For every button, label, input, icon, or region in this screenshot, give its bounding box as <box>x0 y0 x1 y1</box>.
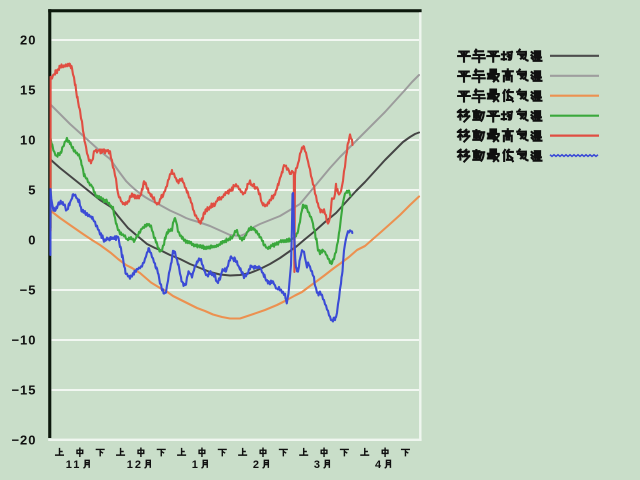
svg-text:11: 11 <box>66 459 82 471</box>
svg-text:−10: −10 <box>11 333 36 348</box>
svg-text:−15: −15 <box>11 383 36 398</box>
svg-text:2: 2 <box>253 459 261 471</box>
svg-text:1: 1 <box>192 459 200 471</box>
svg-text:−20: −20 <box>11 433 36 448</box>
svg-text:20: 20 <box>20 33 36 48</box>
svg-text:−5: −5 <box>20 283 37 298</box>
svg-text:15: 15 <box>20 83 36 98</box>
svg-text:3: 3 <box>314 459 322 471</box>
svg-text:12: 12 <box>127 459 143 471</box>
svg-text:4: 4 <box>375 459 383 471</box>
svg-text:10: 10 <box>20 133 36 148</box>
svg-text:5: 5 <box>28 183 36 198</box>
svg-text:0: 0 <box>28 233 36 248</box>
